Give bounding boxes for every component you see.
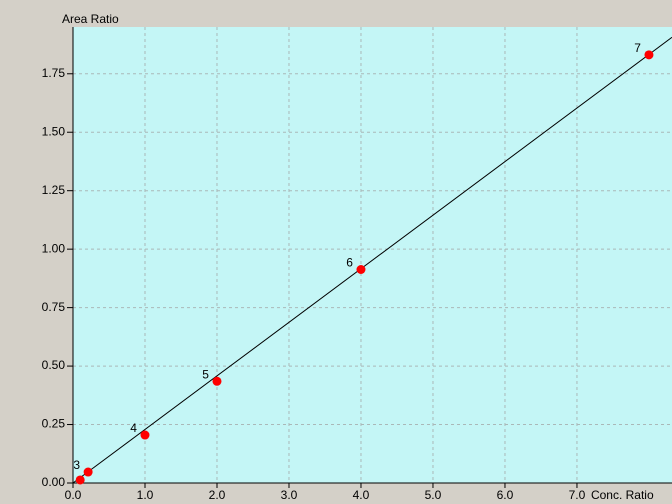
y-tick-label: 1.50 — [42, 124, 66, 138]
y-tick-label: 0.75 — [42, 300, 66, 314]
x-axis-label: Conc. Ratio — [591, 488, 654, 502]
data-point — [644, 50, 654, 60]
y-tick-label: 0.25 — [42, 417, 66, 431]
point-label: 7 — [634, 41, 641, 55]
x-tick-label: 7.0 — [569, 488, 586, 502]
y-tick-label: 1.75 — [42, 66, 66, 80]
y-tick-label: 1.25 — [42, 183, 66, 197]
plot-area — [73, 27, 672, 483]
data-point — [83, 467, 93, 477]
fit-line — [72, 36, 672, 484]
data-point — [356, 264, 366, 274]
point-label: 3 — [73, 458, 80, 472]
data-point — [140, 430, 150, 440]
y-tick-label: 1.00 — [42, 241, 66, 255]
x-tick-label: 5.0 — [425, 488, 442, 502]
x-tick-label: 3.0 — [281, 488, 298, 502]
x-tick-label: 6.0 — [497, 488, 514, 502]
x-tick-label: 1.0 — [137, 488, 154, 502]
y-axis-label: Area Ratio — [62, 12, 119, 26]
data-point — [75, 475, 85, 485]
point-label: 4 — [130, 421, 137, 435]
x-tick-label: 2.0 — [209, 488, 226, 502]
data-point — [212, 376, 222, 386]
y-tick-label: 0.50 — [42, 358, 66, 372]
point-label: 6 — [346, 256, 353, 270]
point-label: 5 — [202, 367, 209, 381]
x-tick-label: 0.0 — [65, 488, 82, 502]
x-tick-label: 4.0 — [353, 488, 370, 502]
y-tick-label: 0.00 — [42, 475, 66, 489]
